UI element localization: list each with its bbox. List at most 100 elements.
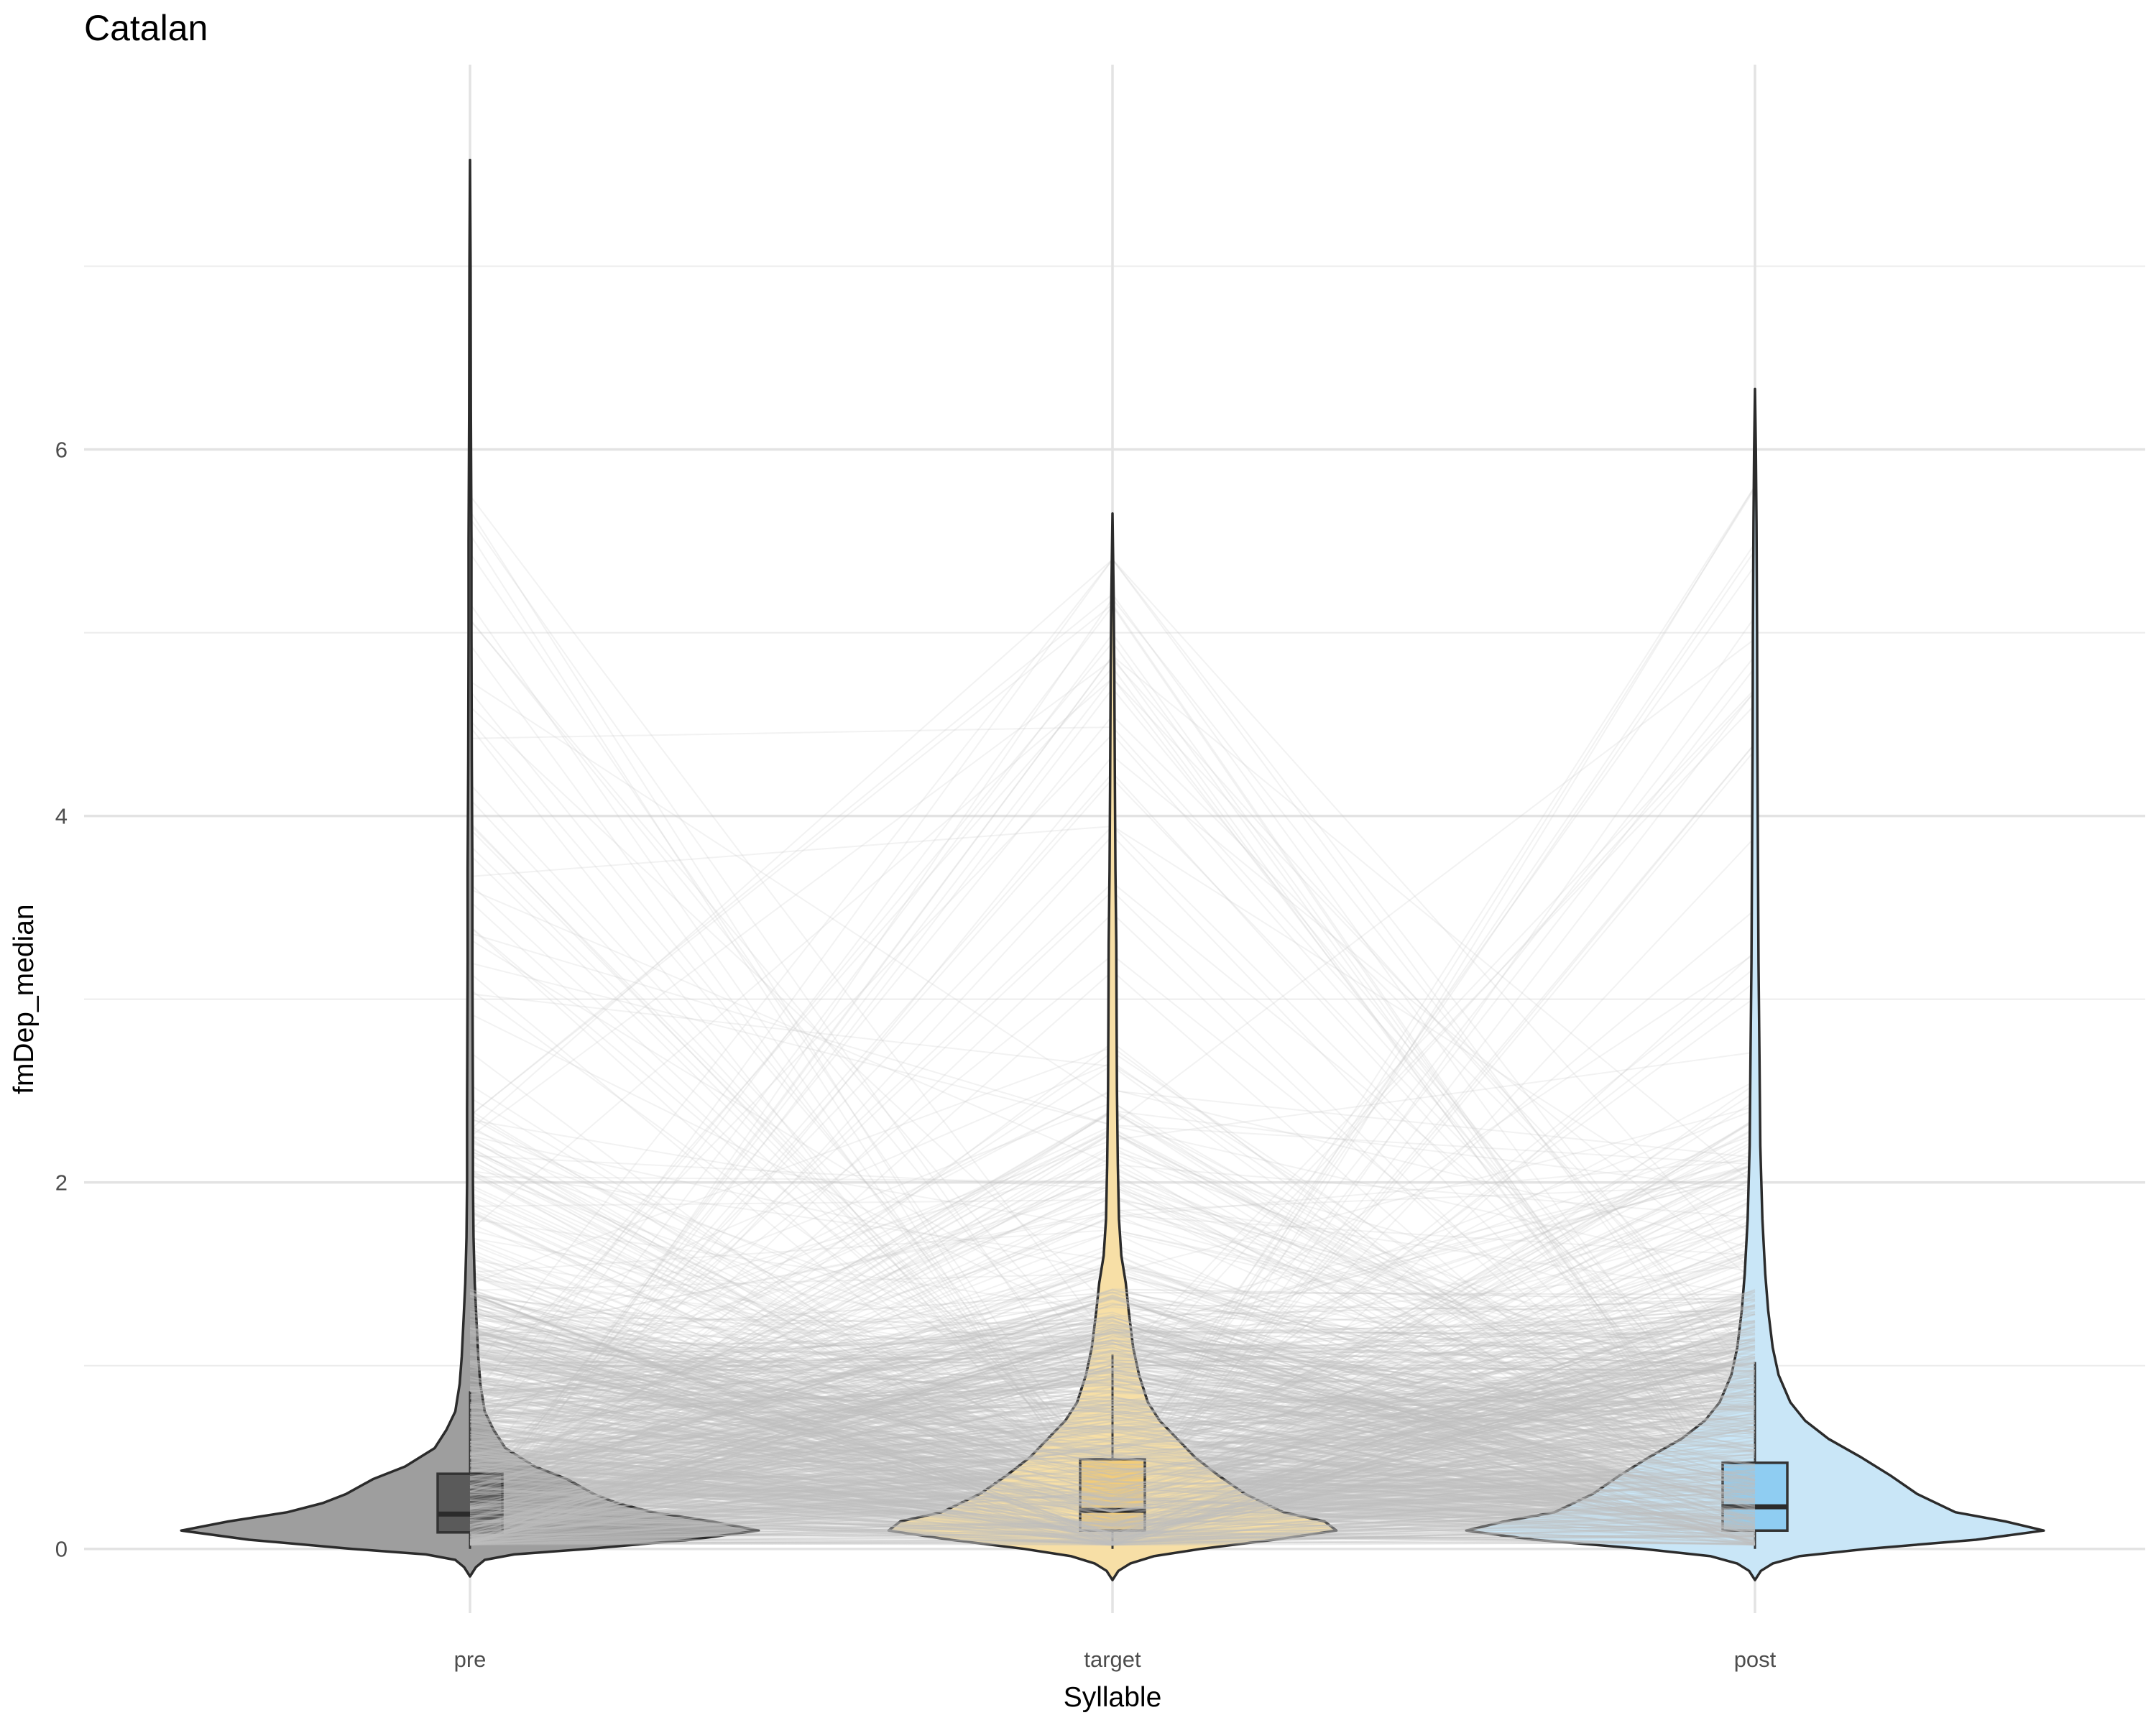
axis-layer: 0 2 4 6 pre target post Syllable fmDep_median (9, 438, 1777, 1713)
paired-line-overlay (469, 1333, 1756, 1497)
paired-line-overlay (469, 1424, 1756, 1523)
paired-line-overlay (469, 1517, 1756, 1544)
paired-line-overlay (469, 1416, 1756, 1528)
paired-line-overlay (469, 1324, 1756, 1517)
paired-line-overlay (469, 1441, 1756, 1534)
paired-line-overlay (469, 1362, 1756, 1489)
paired-line-overlay (469, 1367, 1756, 1513)
paired-line-overlay (469, 1359, 1756, 1500)
paired-line-overlay (469, 1424, 1756, 1509)
paired-line-overlay (469, 1293, 1756, 1543)
paired-line-overlay (469, 1426, 1756, 1542)
paired-line-overlay (469, 1451, 1756, 1492)
paired-line-overlay (469, 1369, 1756, 1528)
paired-line-overlay (469, 1295, 1756, 1538)
paired-line-overlay (469, 1313, 1756, 1404)
paired-line-overlay (469, 1498, 1756, 1542)
paired-line-overlay (469, 1419, 1756, 1544)
paired-line-overlay (469, 1405, 1756, 1546)
paired-line-overlay (469, 1295, 1756, 1544)
paired-line-overlay (469, 1336, 1756, 1546)
paired-line-overlay (469, 1423, 1756, 1541)
paired-line-overlay (469, 1343, 1756, 1497)
paired-line-overlay (469, 1427, 1756, 1540)
paired-line-overlay (469, 1512, 1756, 1542)
paired-line-overlay (469, 1358, 1756, 1543)
paired-line-overlay (469, 1441, 1756, 1538)
paired-line-overlay (469, 1353, 1756, 1408)
paired-line-overlay (469, 1357, 1756, 1508)
paired-line-overlay (469, 1499, 1756, 1539)
paired-line-overlay (469, 1384, 1756, 1543)
paired-line-overlay (469, 1304, 1756, 1535)
paired-line-overlay (469, 1339, 1756, 1449)
paired-line-overlay (469, 1342, 1756, 1510)
paired-line-overlay (469, 1453, 1756, 1512)
paired-line-overlay (469, 1336, 1756, 1466)
paired-line-overlay (469, 1349, 1756, 1543)
paired-line-overlay (469, 1328, 1756, 1428)
paired-line-overlay (469, 1431, 1756, 1538)
paired-line-overlay (469, 1339, 1756, 1420)
overlay-lines-layer (469, 1288, 1756, 1546)
paired-line-overlay (469, 1368, 1756, 1473)
paired-line-overlay (469, 1316, 1756, 1523)
paired-line-overlay (469, 1326, 1756, 1456)
paired-line-overlay (469, 1430, 1756, 1544)
paired-line-overlay (469, 1411, 1756, 1525)
paired-line-overlay (469, 1367, 1756, 1545)
paired-line-overlay (469, 1324, 1756, 1543)
paired-line-overlay (469, 1425, 1756, 1519)
paired-line-overlay (469, 1459, 1756, 1512)
paired-line-overlay (469, 1362, 1756, 1464)
paired-line-overlay (469, 1502, 1756, 1545)
paired-line-overlay (469, 1419, 1756, 1546)
paired-line-overlay (469, 1339, 1756, 1514)
paired-line-overlay (469, 1390, 1756, 1451)
paired-line-overlay (469, 1426, 1756, 1505)
paired-line-overlay (469, 1293, 1756, 1538)
paired-line-overlay (469, 1464, 1756, 1537)
paired-line-overlay (469, 1330, 1756, 1545)
paired-line-overlay (469, 1349, 1756, 1495)
paired-line-overlay (469, 1418, 1756, 1538)
paired-line-overlay (469, 1376, 1756, 1546)
paired-line-overlay (469, 1455, 1756, 1541)
paired-line-overlay (469, 1404, 1756, 1468)
paired-line-overlay (469, 1329, 1756, 1481)
paired-line-overlay (469, 1347, 1756, 1434)
paired-line-overlay (469, 1292, 1756, 1476)
paired-line-overlay (469, 1290, 1756, 1478)
paired-line-overlay (469, 1400, 1756, 1471)
paired-line-overlay (469, 1304, 1756, 1504)
paired-line-overlay (469, 1351, 1756, 1512)
paired-line-overlay (469, 1305, 1756, 1507)
paired-line-overlay (469, 1372, 1756, 1527)
paired-line-overlay (469, 1339, 1756, 1546)
paired-line-overlay (469, 1396, 1756, 1507)
paired-line-overlay (469, 1397, 1756, 1533)
paired-line-overlay (469, 1289, 1756, 1493)
paired-line-overlay (469, 1328, 1756, 1533)
paired-line-overlay (469, 1369, 1756, 1536)
paired-line-overlay (469, 1369, 1756, 1519)
paired-line-overlay (469, 1454, 1756, 1521)
paired-line-overlay (469, 1468, 1756, 1544)
paired-line-overlay (469, 1402, 1756, 1535)
paired-line-overlay (469, 1332, 1756, 1438)
x-tick-label-pre: pre (454, 1647, 487, 1672)
paired-line-overlay (469, 1316, 1756, 1543)
paired-line-overlay (469, 1353, 1756, 1545)
paired-line-overlay (469, 1440, 1756, 1539)
paired-line-overlay (469, 1328, 1756, 1523)
paired-line-overlay (469, 1369, 1756, 1497)
paired-line-overlay (469, 1342, 1756, 1447)
paired-line-overlay (469, 1465, 1756, 1546)
paired-line-overlay (469, 1369, 1756, 1533)
paired-line-overlay (469, 1438, 1756, 1510)
paired-line-overlay (469, 1389, 1756, 1535)
paired-line-overlay (469, 1390, 1756, 1422)
paired-line-overlay (469, 1333, 1756, 1538)
paired-line-overlay (469, 1299, 1756, 1480)
